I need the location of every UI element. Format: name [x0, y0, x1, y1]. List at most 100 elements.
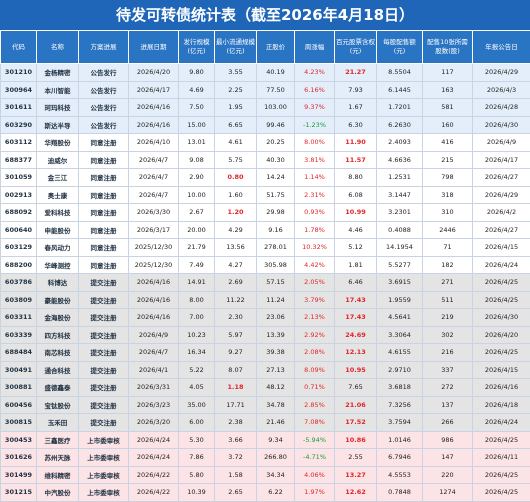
table-cell: 34.78: [257, 396, 295, 414]
table-cell: 300881: [1, 379, 37, 397]
table-cell: 珂玛科技: [37, 99, 79, 117]
table-cell: 提交注册: [79, 361, 129, 379]
table-cell: 17.52: [335, 414, 377, 432]
table-cell: 17.43: [335, 291, 377, 309]
table-cell: 12.13: [335, 344, 377, 362]
table-cell: 4.23%: [295, 64, 335, 82]
table-cell: 提交注册: [79, 379, 129, 397]
column-header: 代码: [1, 31, 37, 64]
table-cell: 600456: [1, 396, 37, 414]
table-cell: 2.85%: [295, 396, 335, 414]
table-cell: 3.79%: [295, 291, 335, 309]
table-cell: 1.7201: [377, 99, 423, 117]
table-cell: 11.57: [335, 151, 377, 169]
table-cell: 13.56: [215, 239, 257, 257]
table-cell: 9.27: [215, 344, 257, 362]
table-cell: 7.86: [179, 449, 215, 467]
table-cell: 中汽股份: [37, 484, 79, 502]
table-cell: 39.38: [257, 344, 295, 362]
table-cell: 8.5504: [377, 64, 423, 82]
table-cell: 3.6818: [377, 379, 423, 397]
table-cell: 137: [423, 396, 473, 414]
table-cell: 103.00: [257, 99, 295, 117]
table-cell: 4.5641: [377, 309, 423, 327]
table-cell: 71: [423, 239, 473, 257]
table-cell: 8.00%: [295, 134, 335, 152]
table-cell: 公告发行: [79, 81, 129, 99]
table-cell: 4.42%: [295, 256, 335, 274]
table-cell: 迪威尔: [37, 151, 79, 169]
table-cell: 7.3256: [377, 396, 423, 414]
table-cell: 603129: [1, 239, 37, 257]
table-cell: 163: [423, 81, 473, 99]
table-cell: 1.2531: [377, 169, 423, 187]
table-cell: 21.27: [335, 64, 377, 82]
table-cell: 2026/4/16: [129, 309, 179, 327]
table-cell: 10.32%: [295, 239, 335, 257]
table-cell: 2026/4/22: [129, 466, 179, 484]
table-cell: 奥士康: [37, 186, 79, 204]
table-cell: 0.4088: [377, 221, 423, 239]
table-cell: 16.34: [179, 344, 215, 362]
table-cell: 300491: [1, 361, 37, 379]
table-cell: 5.5277: [377, 256, 423, 274]
table-cell: 2026/4/24: [473, 414, 530, 432]
table-cell: 2026/4/18: [473, 396, 530, 414]
column-header: 名称: [37, 31, 79, 64]
column-header: 进展日期: [129, 31, 179, 64]
table-cell: 1.67: [335, 99, 377, 117]
table-cell: 301215: [1, 484, 37, 502]
table-cell: 维科精密: [37, 466, 79, 484]
table-cell: 266.80: [257, 449, 295, 467]
table-cell: 10.99: [335, 204, 377, 222]
table-cell: 219: [423, 309, 473, 327]
table-cell: 同意注册: [79, 221, 129, 239]
table-cell: 1.60: [215, 186, 257, 204]
table-cell: 3.81%: [295, 151, 335, 169]
table-cell: 公告发行: [79, 99, 129, 117]
table-cell: 10.86: [335, 431, 377, 449]
table-cell: 1.18: [215, 379, 257, 397]
table-cell: 上市委审核: [79, 466, 129, 484]
table-cell: 272: [423, 379, 473, 397]
table-cell: 提交注册: [79, 326, 129, 344]
table-cell: 6.00: [179, 414, 215, 432]
table-cell: 603112: [1, 134, 37, 152]
table-cell: 11.22: [215, 291, 257, 309]
table-cell: 1.9559: [377, 291, 423, 309]
table-cell: 300815: [1, 414, 37, 432]
table-cell: 2026/4/16: [473, 379, 530, 397]
table-cell: 301210: [1, 64, 37, 82]
table-cell: 3.2301: [377, 204, 423, 222]
table-cell: 玉禾田: [37, 414, 79, 432]
table-cell: 1.20: [215, 204, 257, 222]
table-cell: 2026/4/27: [473, 169, 530, 187]
column-header: 最小流通规模(亿元): [215, 31, 257, 64]
table-cell: 2026/4/24: [129, 431, 179, 449]
table-cell: 7.50: [179, 99, 215, 117]
table-cell: 2026/4/9: [129, 326, 179, 344]
table-cell: 2.05%: [295, 274, 335, 292]
table-cell: 318: [423, 186, 473, 204]
table-cell: 7.93: [335, 81, 377, 99]
table-cell: 1.95: [215, 99, 257, 117]
table-cell: 公告发行: [79, 64, 129, 82]
table-cell: 2.90: [179, 169, 215, 187]
table-cell: 603339: [1, 326, 37, 344]
column-header: 配售10张所需股数(股): [423, 31, 473, 64]
table-cell: 5.97: [215, 326, 257, 344]
table-cell: 57.15: [257, 274, 295, 292]
table-cell: 2026/4/17: [473, 151, 530, 169]
table-cell: 2.9710: [377, 361, 423, 379]
table-cell: 2026/4/20: [473, 326, 530, 344]
table-cell: 4.69: [179, 81, 215, 99]
table-cell: 2.31%: [295, 186, 335, 204]
table-cell: 2026/4/7: [129, 344, 179, 362]
table-cell: 同意注册: [79, 256, 129, 274]
table-cell: 13.01: [179, 134, 215, 152]
